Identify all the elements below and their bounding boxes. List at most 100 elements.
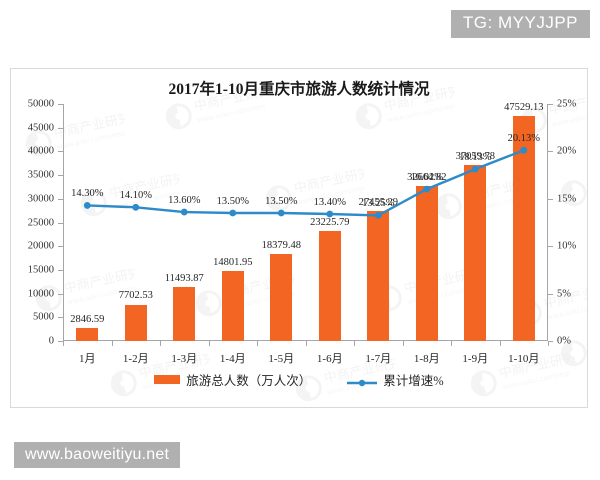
- line-value-label: 14.10%: [119, 190, 152, 202]
- bar-value-label: 14801.95: [213, 256, 253, 268]
- y-tick-right: [548, 151, 553, 153]
- x-axis-label: 1-6月: [316, 353, 343, 365]
- x-tick: [305, 341, 307, 346]
- y-tick-left: [58, 341, 63, 342]
- bar-value-label: 47529.13: [504, 101, 544, 113]
- bar[interactable]: [221, 270, 244, 341]
- bar-swatch-icon: [154, 375, 181, 384]
- y-tick-label-right: 15%: [557, 193, 577, 205]
- bar[interactable]: [270, 253, 293, 341]
- legend-label-bar: 旅游总人数（万人次）: [186, 374, 312, 388]
- y-tick-label-left: 0: [48, 335, 54, 347]
- y-tick-left: [58, 104, 63, 105]
- bar[interactable]: [415, 186, 438, 341]
- x-tick: [548, 341, 549, 346]
- y-tick-label-right: 20%: [557, 145, 577, 157]
- telegram-badge: TG: MYYJJPP: [450, 10, 590, 38]
- bar[interactable]: [318, 230, 341, 341]
- x-axis-label: 1-2月: [122, 353, 149, 365]
- y-tick-label-left: 10000: [27, 288, 54, 300]
- line-value-label: 13.25%: [362, 198, 395, 210]
- line-value-label: 20.13%: [507, 133, 540, 145]
- x-tick: [111, 341, 113, 346]
- y-axis-right: [547, 104, 548, 341]
- chart-title: 2017年1-10月重庆市旅游人数统计情况: [168, 81, 430, 98]
- x-axis-label: 1-10月: [508, 353, 540, 365]
- line-value-label: 13.40%: [313, 196, 346, 208]
- x-axis-label: 1-8月: [413, 353, 440, 365]
- y-tick-label-left: 30000: [27, 193, 54, 205]
- x-tick: [208, 341, 210, 346]
- x-axis-label: 1-9月: [462, 353, 489, 365]
- x-tick: [402, 341, 404, 346]
- x-axis-label: 1月: [79, 353, 96, 365]
- chart-legend: 旅游总人数（万人次） 累计增速%: [11, 370, 587, 389]
- chart-container: 中商产业研究院 www.askci.com/reports 中商产业研究院 www.a…: [10, 68, 588, 408]
- bar-value-label: 2846.59: [70, 313, 105, 325]
- line-value-label: 16.02%: [410, 172, 443, 184]
- y-tick-left: [58, 269, 63, 271]
- y-tick-label-left: 20000: [27, 240, 54, 252]
- y-tick-right: [548, 104, 553, 105]
- y-tick-left: [58, 151, 63, 153]
- x-tick: [63, 341, 64, 346]
- x-tick: [451, 341, 452, 346]
- legend-item-bar[interactable]: 旅游总人数（万人次）: [154, 370, 311, 389]
- trend-line: [83, 146, 528, 219]
- y-tick-label-left: 50000: [27, 98, 54, 110]
- line-value-label: 18.13%: [459, 152, 492, 164]
- x-axis: [63, 340, 548, 341]
- plot-area: 0 5000 10000 15000 20000 25000 30000 35000 40000…: [28, 99, 577, 366]
- x-tick: [499, 341, 501, 346]
- bar-value-label: 7702.53: [118, 290, 153, 302]
- y-tick-left: [58, 175, 63, 177]
- line-value-label: 13.60%: [168, 195, 201, 207]
- y-tick-right: [548, 341, 553, 342]
- bar-value-label: 32664.82: [407, 172, 447, 184]
- y-tick-right: [548, 293, 553, 295]
- site-watermark-badge: www.baoweitiyu.net: [14, 441, 181, 468]
- y-tick-label-left: 40000: [27, 145, 54, 157]
- bar[interactable]: [173, 286, 196, 341]
- svg-text:www.askci.com/reports: www.askci.com/reports: [546, 297, 588, 322]
- bar[interactable]: [76, 327, 99, 341]
- x-axis-label: 1-4月: [219, 353, 246, 365]
- bar[interactable]: [512, 115, 535, 341]
- line-value-label: 13.50%: [216, 196, 249, 208]
- y-tick-left: [58, 317, 63, 319]
- y-tick-label-right: 5%: [557, 288, 571, 300]
- x-axis-label: 1-3月: [171, 353, 198, 365]
- y-tick-label-left: 5000: [33, 311, 54, 323]
- y-tick-left: [58, 222, 63, 224]
- y-tick-label-left: 25000: [27, 217, 54, 228]
- y-tick-label-right: 0%: [557, 335, 571, 347]
- x-axis-label: 1-7月: [365, 353, 392, 365]
- bar[interactable]: [124, 304, 147, 341]
- y-tick-right: [548, 198, 553, 200]
- bar-value-label: 23225.79: [310, 216, 350, 228]
- legend-label-line: 累计增速%: [383, 374, 444, 388]
- y-tick-label-left: 45000: [27, 122, 54, 134]
- x-tick: [160, 341, 161, 346]
- line-swatch-icon: [347, 375, 378, 386]
- bar-value-label: 37059.78: [455, 151, 495, 163]
- y-tick-left: [58, 127, 63, 129]
- y-tick-label-right: 25%: [557, 98, 577, 110]
- bar-value-label: 27455.29: [358, 196, 398, 208]
- legend-item-line[interactable]: 累计增速%: [347, 370, 444, 389]
- y-tick-label-left: 35000: [27, 169, 54, 181]
- y-tick-left: [58, 198, 63, 200]
- y-tick-right: [548, 246, 553, 248]
- bar-value-label: 18379.48: [261, 239, 301, 251]
- y-axis-left: [63, 104, 64, 341]
- x-tick: [354, 341, 355, 346]
- y-tick-left: [58, 246, 63, 248]
- y-tick-label-right: 10%: [557, 240, 577, 252]
- line-value-label: 14.30%: [71, 188, 104, 200]
- bar-value-label: 11493.87: [164, 272, 204, 284]
- bar[interactable]: [464, 165, 487, 341]
- x-tick: [257, 341, 258, 346]
- y-tick-label-left: 15000: [27, 264, 54, 276]
- x-axis-label: 1-5月: [268, 353, 295, 365]
- line-value-label: 13.50%: [265, 196, 298, 208]
